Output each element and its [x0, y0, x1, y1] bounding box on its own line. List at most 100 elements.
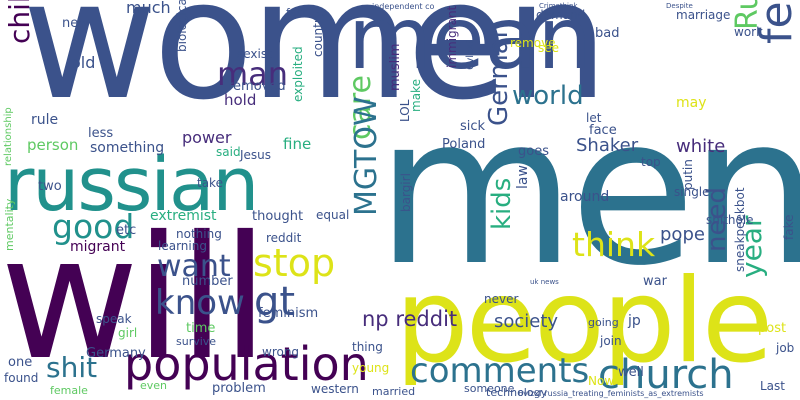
word: men: [376, 73, 800, 311]
word: problem: [212, 381, 266, 396]
word: girl: [118, 326, 138, 340]
word: thought: [252, 209, 304, 224]
word: make: [409, 79, 423, 112]
word: around: [560, 189, 610, 205]
word: never: [484, 292, 519, 306]
word: country: [311, 11, 325, 57]
word: women: [22, 0, 609, 136]
word: less: [88, 126, 114, 141]
word: good: [52, 207, 135, 246]
word: population: [124, 337, 369, 391]
word: muslim: [388, 43, 403, 91]
word: young: [352, 361, 390, 375]
word: sneakpeekbot: [733, 187, 747, 272]
word: MGTOW: [349, 96, 384, 216]
word: fake: [782, 214, 796, 240]
word: face: [589, 123, 617, 138]
word: even: [140, 379, 168, 392]
word: someone: [464, 382, 515, 395]
word: russian: [4, 142, 259, 228]
word: children: [3, 0, 36, 44]
word: remove: [510, 36, 556, 50]
word: survive: [176, 335, 217, 348]
word: removed: [228, 79, 286, 94]
word: speak: [96, 312, 132, 326]
word: western: [311, 382, 359, 396]
word: let: [586, 111, 602, 125]
word: something: [90, 140, 165, 156]
word: goes: [518, 144, 549, 159]
word: sick: [460, 119, 486, 134]
word: nothing: [176, 227, 222, 241]
word: job: [776, 341, 795, 355]
word: migrant: [70, 239, 126, 255]
word: feminism: [258, 306, 319, 321]
word: thing: [352, 340, 383, 354]
word: one: [8, 355, 33, 370]
word: comments: [410, 351, 590, 391]
word: top: [641, 155, 661, 169]
word: number: [182, 274, 233, 289]
word: Crimethink: [539, 2, 578, 10]
word: technology: [486, 386, 548, 399]
word: exploited: [291, 46, 305, 102]
word: wrong: [262, 345, 300, 359]
word: found: [4, 371, 39, 385]
word: immigrant: [445, 5, 459, 68]
word: extremist: [150, 208, 217, 224]
word: two: [38, 179, 62, 194]
word: church: [598, 352, 734, 398]
word: will: [0, 200, 269, 398]
word: learning: [158, 239, 207, 253]
word: well: [618, 365, 644, 380]
word: reddit: [266, 231, 302, 245]
word: person: [27, 136, 79, 154]
word: law: [515, 165, 531, 189]
word: join: [600, 334, 622, 348]
word: know: [155, 283, 245, 323]
word: independent co: [372, 2, 435, 11]
word: demand: [536, 8, 586, 22]
word: rule: [31, 112, 59, 128]
word: Now: [588, 374, 615, 388]
word: Despite: [666, 2, 693, 10]
word: relationship: [3, 107, 14, 166]
word: said: [216, 145, 241, 159]
word: want: [157, 249, 231, 284]
word: biological: [175, 0, 189, 52]
word: mean: [348, 0, 592, 89]
word: power: [182, 128, 232, 147]
word: post: [758, 321, 787, 336]
word: Shaker: [576, 135, 639, 156]
word: Germany: [86, 346, 146, 361]
word: sexist: [237, 47, 272, 61]
word: time: [186, 321, 216, 336]
word: see: [538, 41, 560, 55]
word: 6vlzxf: [465, 40, 476, 70]
word: man: [217, 55, 289, 93]
word: single: [674, 185, 710, 199]
word: new: [62, 16, 89, 31]
word: stop: [253, 241, 336, 285]
word: white: [676, 136, 726, 157]
word: think: [572, 225, 656, 264]
word: np reddit: [362, 307, 458, 331]
word: going: [588, 316, 619, 329]
word: take: [197, 176, 223, 190]
word: much: [126, 0, 171, 17]
word: etc: [116, 223, 137, 238]
word: people: [395, 254, 773, 389]
word: uk news: [530, 278, 559, 286]
word: hold: [224, 91, 257, 109]
word: bad: [595, 26, 620, 41]
word: German: [484, 21, 514, 126]
word: fine: [283, 135, 312, 153]
word: marriage: [676, 8, 731, 22]
word: female: [50, 384, 88, 397]
word: bargirl: [399, 173, 413, 212]
word: shithole: [706, 213, 754, 227]
word: kids: [487, 177, 517, 230]
word: mentality: [3, 198, 16, 251]
word: Last: [760, 379, 785, 393]
word: may: [676, 95, 707, 111]
